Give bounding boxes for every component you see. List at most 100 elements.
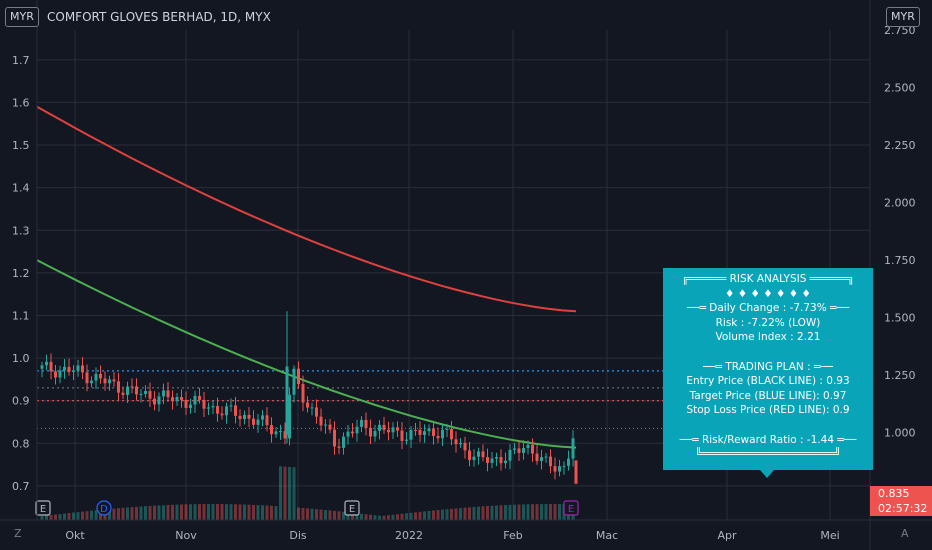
left-axis-tick: 1.3 [12, 224, 30, 237]
volume-bar [540, 504, 543, 520]
candle-body [468, 450, 471, 461]
volume-bar [288, 466, 291, 520]
volume-bar [112, 508, 116, 520]
candle-body [427, 428, 431, 432]
candle-body [324, 424, 327, 426]
risk-panel-volume-index: Volume Index : 2.21 [715, 331, 821, 344]
volume-bar [369, 514, 372, 520]
volume-bar [486, 506, 489, 520]
auto-scale-button[interactable]: A [901, 527, 909, 540]
volume-bar [229, 504, 233, 520]
candle-body [256, 419, 260, 425]
currency-badge-right[interactable]: MYR [886, 7, 920, 27]
earnings-icon [35, 500, 51, 516]
right-axis-tick: 1.750 [884, 254, 916, 267]
candle-body [279, 431, 282, 433]
candle-body [54, 371, 57, 378]
volume-bar [391, 514, 395, 520]
candle-body [459, 442, 462, 445]
volume-bar [522, 504, 525, 520]
candle-body [423, 431, 426, 435]
candle-body [544, 456, 548, 458]
volume-bar [513, 504, 516, 520]
volume-bar [328, 510, 332, 520]
candle-body [85, 372, 89, 384]
event-marker-dividend[interactable]: D [96, 500, 112, 516]
candle-body [499, 457, 503, 464]
candle-body [418, 429, 422, 435]
right-axis-tick: 2.250 [884, 139, 916, 152]
risk-panel-spacer [663, 418, 873, 433]
volume-bar [270, 505, 273, 520]
left-axis-tick: 1.7 [12, 54, 30, 67]
candle-body [189, 404, 192, 408]
volume-bar [454, 508, 458, 520]
volume-bar [234, 504, 237, 520]
volume-bar [324, 510, 327, 520]
volume-bar [85, 511, 89, 520]
x-axis-tick: Dis [289, 529, 307, 542]
volume-bar [414, 512, 417, 520]
candle-body [180, 397, 183, 400]
volume-bar [297, 507, 300, 520]
candle-body [40, 365, 44, 369]
currency-badge-left[interactable]: MYR [5, 7, 39, 27]
volume-bar [337, 511, 341, 520]
volume-bar [243, 504, 246, 520]
candle-body [450, 428, 453, 440]
candle-body [414, 429, 417, 431]
left-axis-tick: 0.8 [12, 437, 30, 450]
volume-bar [436, 510, 440, 520]
volume-bar [373, 515, 377, 520]
candle-body [360, 419, 363, 427]
volume-bar [238, 504, 242, 520]
candle-body [162, 390, 165, 397]
candle-body [463, 442, 467, 451]
volume-bar [315, 509, 318, 520]
volume-bar [45, 515, 48, 520]
candle-body [310, 407, 314, 409]
volume-bar [153, 505, 156, 520]
candle-body [540, 457, 543, 462]
candle-body [198, 395, 201, 400]
volume-bar [144, 506, 147, 520]
volume-bar [130, 507, 134, 520]
volume-bar [148, 505, 152, 520]
volume-bar [360, 513, 363, 520]
last-candle-body [574, 460, 578, 484]
event-marker-label: D [100, 504, 108, 515]
volume-bar [481, 506, 485, 520]
event-marker-earnings-upcoming[interactable]: E [563, 500, 579, 516]
volume-bar [409, 512, 413, 520]
volume-bar [58, 514, 62, 520]
volume-bar [54, 514, 57, 520]
x-axis-tick: Nov [175, 529, 197, 542]
volume-bar [184, 504, 188, 520]
volume-bar [63, 513, 66, 520]
candle-body [400, 430, 404, 441]
candle-body [108, 379, 111, 384]
event-marker-earnings[interactable]: E [35, 500, 51, 516]
candle-body [247, 414, 251, 419]
risk-panel-footer: ╚═════════════════════╝ [695, 448, 841, 461]
candle-body [103, 378, 107, 384]
volume-bar [378, 515, 381, 520]
volume-bar [292, 467, 296, 520]
volume-bar [490, 505, 494, 520]
event-marker-label: E [40, 504, 46, 515]
event-marker-earnings[interactable]: E [344, 500, 360, 516]
volume-bar [472, 506, 476, 520]
risk-panel-daily-change: ──═ Daily Change : -7.73% ═── [686, 302, 850, 315]
candle-body [229, 405, 233, 407]
right-axis-tick: 2.000 [884, 197, 916, 210]
candle-body [238, 415, 242, 420]
candle-body [234, 405, 237, 416]
volume-bar [157, 505, 161, 520]
candle-body [553, 466, 557, 472]
zoom-button[interactable]: Z [14, 527, 22, 540]
left-axis-tick: 1.5 [12, 139, 30, 152]
volume-bar [441, 509, 444, 520]
volume-bar [549, 504, 552, 520]
candle-body [216, 406, 219, 414]
